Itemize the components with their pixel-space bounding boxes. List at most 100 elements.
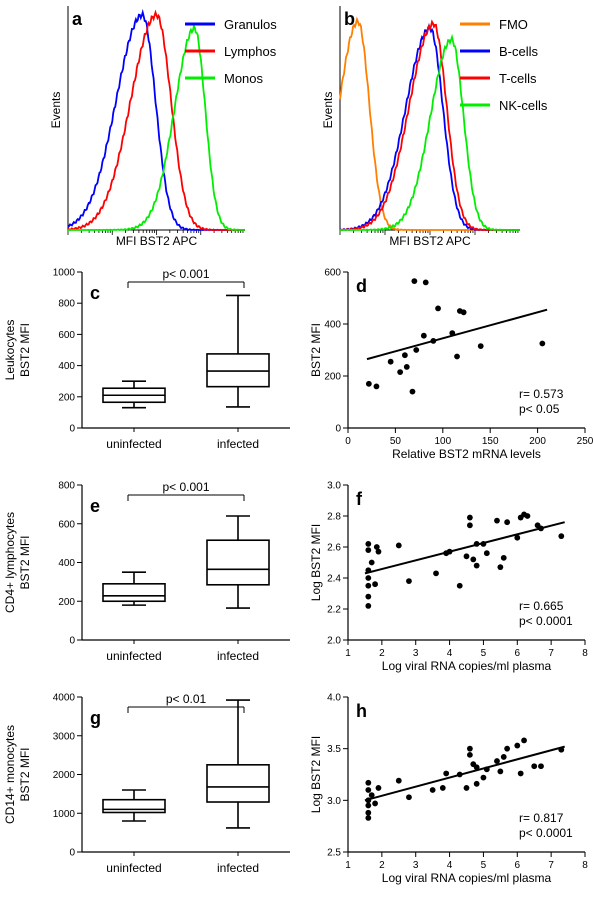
data-point (420, 332, 427, 339)
data-point (466, 514, 473, 521)
x-tick-label: 2 (379, 860, 385, 871)
data-point (365, 541, 372, 547)
x-tick-label: 4 (447, 648, 453, 659)
y-tick-label: 4.0 (327, 693, 341, 704)
y-tick-label: 3000 (53, 731, 76, 742)
r-value-label: r= 0.573 (519, 387, 564, 401)
y-axis-title: Log BST2 MFI (309, 736, 323, 813)
data-point (473, 562, 480, 569)
data-point (375, 785, 382, 791)
data-point (477, 343, 484, 349)
panel-letter: d (356, 276, 367, 296)
x-tick-label: 8 (582, 648, 588, 659)
x-axis-title: Relative BST2 mRNA levels (392, 447, 541, 461)
data-point (473, 780, 480, 787)
data-point (514, 742, 521, 749)
y-tick-label: 400 (58, 558, 75, 569)
data-point (443, 770, 450, 777)
data-point (524, 513, 531, 519)
y-axis-title: CD4+ lymphocytes (3, 512, 17, 613)
data-point (403, 364, 410, 370)
x-tick-label: 5 (481, 648, 487, 659)
r-value-label: r= 0.817 (519, 811, 564, 825)
data-point (433, 570, 439, 577)
legend-label: Granulos (224, 17, 277, 32)
regression-line (364, 521, 565, 575)
data-point (500, 754, 507, 760)
data-point (517, 770, 524, 777)
data-point (387, 358, 394, 365)
p-value-label: p< 0.0001 (519, 826, 573, 840)
data-point (558, 533, 565, 540)
panel-letter: c (90, 283, 100, 303)
panel-letter: g (90, 708, 101, 728)
p-value-label: p< 0.01 (166, 692, 207, 706)
y-tick-label: 800 (58, 299, 75, 310)
panel-letter: a (72, 9, 83, 29)
data-point (497, 564, 504, 571)
y-tick-label: 4000 (53, 693, 76, 704)
x-tick-label: 50 (390, 436, 402, 447)
data-point (463, 553, 470, 560)
legend-label: T-cells (499, 71, 537, 86)
panel-letter: b (344, 9, 355, 29)
data-point (368, 559, 375, 566)
x-tick-label: 3 (413, 648, 419, 659)
y-tick-label: 600 (58, 330, 75, 341)
data-point (365, 779, 372, 786)
box-infected (206, 764, 270, 803)
data-point (368, 792, 375, 799)
y-tick-label: 2.6 (327, 543, 341, 554)
box-uninfected (102, 583, 166, 603)
y-tick-label: 0 (69, 424, 75, 435)
data-point (372, 581, 378, 588)
data-point (365, 582, 372, 589)
y-tick-label: 200 (324, 372, 341, 383)
regression-line (364, 745, 565, 802)
data-point (365, 593, 372, 600)
data-point (365, 547, 372, 553)
data-point (514, 534, 521, 541)
x-axis-title: MFI BST2 APC (389, 234, 471, 248)
data-point (521, 737, 527, 744)
y-tick-label: 3.0 (327, 481, 341, 492)
y-tick-label: 2.5 (327, 848, 341, 859)
y-axis-title: Log BST2 MFI (309, 524, 323, 601)
data-point (470, 556, 477, 563)
y-tick-label: 2.2 (327, 605, 341, 616)
y-tick-label: 2000 (53, 770, 76, 781)
x-category-label: infected (217, 437, 259, 451)
x-tick-label: 6 (515, 860, 521, 871)
x-tick-label: 7 (548, 860, 554, 871)
x-category-label: uninfected (106, 861, 161, 875)
data-point (373, 544, 380, 550)
data-point (395, 542, 402, 549)
panel-letter: h (356, 701, 367, 721)
y-axis-title: BST2 MFI (18, 535, 32, 589)
x-axis-title: Log viral RNA copies/ml plasma (382, 659, 552, 673)
series-monos (68, 23, 246, 232)
y-axis-title: BST2 MFI (309, 323, 323, 377)
x-tick-label: 7 (548, 648, 554, 659)
y-tick-label: 0 (335, 424, 341, 435)
y-tick-label: 0 (69, 636, 75, 647)
histogram-panel-a: Granulos Lymphos Monos a MFI BST2 APC Events (49, 6, 277, 248)
x-category-label: infected (217, 861, 259, 875)
data-point (504, 519, 511, 526)
y-tick-label: 600 (324, 268, 341, 279)
regression-line (366, 308, 548, 361)
legend-label: Lymphos (224, 44, 277, 59)
data-point (466, 522, 473, 529)
data-point (365, 603, 372, 609)
data-point (466, 751, 473, 758)
data-point (397, 369, 404, 375)
data-point (406, 794, 412, 801)
data-point (439, 785, 446, 791)
data-point (406, 578, 412, 584)
legend-label: Monos (224, 71, 264, 86)
y-tick-label: 1000 (53, 809, 76, 820)
data-point (365, 787, 372, 793)
